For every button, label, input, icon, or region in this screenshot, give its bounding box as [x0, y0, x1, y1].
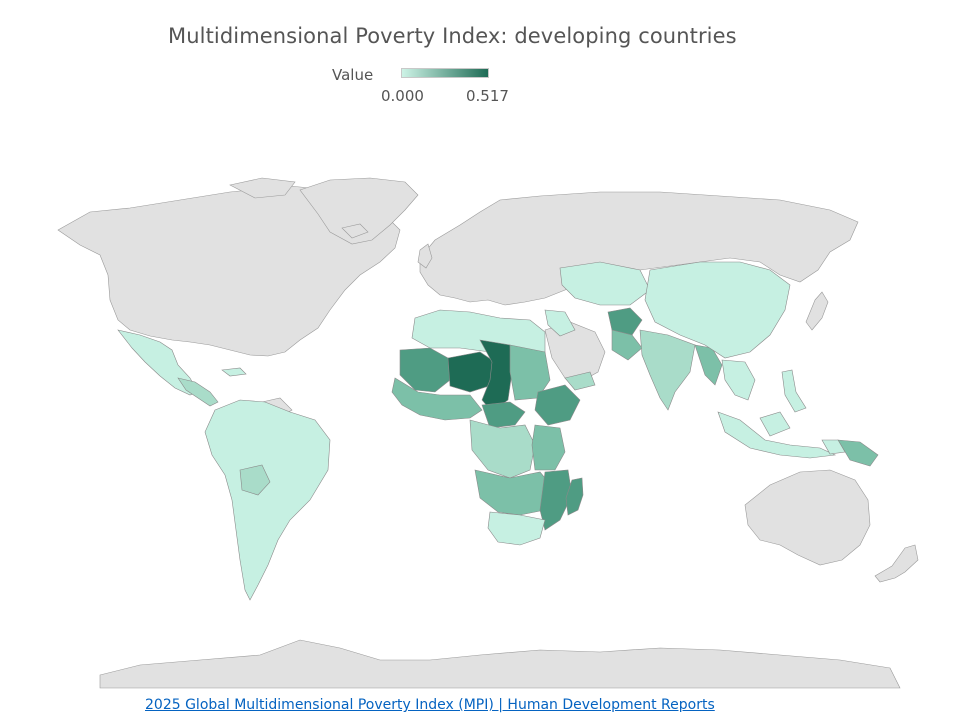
- eurasia-north-land[interactable]: [419, 191, 859, 306]
- greenland-land[interactable]: [299, 177, 419, 245]
- country-timor[interactable]: [821, 439, 846, 455]
- chart-title: Multidimensional Poverty Index: developi…: [168, 24, 737, 48]
- legend-min-value: 0.000: [381, 87, 424, 105]
- japan-land[interactable]: [805, 291, 829, 331]
- antarctica-land[interactable]: [99, 639, 901, 689]
- australia-land[interactable]: [744, 469, 871, 566]
- country-central-america[interactable]: [177, 377, 219, 407]
- no-data-regions: [57, 177, 919, 689]
- country-papua-new-guinea[interactable]: [837, 439, 879, 467]
- country-afghanistan[interactable]: [607, 307, 643, 336]
- arctic-islands-land[interactable]: [229, 177, 296, 199]
- country-car[interactable]: [481, 401, 526, 429]
- country-south-africa[interactable]: [487, 511, 546, 546]
- country-ethiopia[interactable]: [534, 384, 581, 426]
- country-china[interactable]: [644, 261, 791, 359]
- country-mali[interactable]: [399, 347, 451, 393]
- country-india[interactable]: [639, 329, 696, 411]
- legend-label: Value: [332, 66, 374, 84]
- country-philippines[interactable]: [781, 369, 807, 413]
- iceland-land[interactable]: [341, 223, 369, 239]
- mpi-countries: [117, 261, 879, 601]
- arabia-land[interactable]: [544, 321, 606, 383]
- legend-color-scale: [401, 68, 489, 78]
- country-drc[interactable]: [469, 419, 536, 479]
- country-west-africa[interactable]: [391, 377, 483, 421]
- country-southeast-asia[interactable]: [721, 359, 756, 401]
- country-madagascar[interactable]: [565, 477, 584, 516]
- source-link[interactable]: 2025 Global Multidimensional Poverty Ind…: [145, 697, 715, 713]
- country-mozambique[interactable]: [539, 469, 573, 531]
- legend-max-value: 0.517: [466, 87, 509, 105]
- country-indonesia[interactable]: [717, 411, 837, 459]
- country-borneo[interactable]: [759, 411, 791, 437]
- country-east-africa[interactable]: [531, 424, 566, 471]
- country-south-america[interactable]: [204, 399, 331, 601]
- country-bolivia[interactable]: [239, 464, 271, 496]
- uk-land[interactable]: [417, 243, 433, 269]
- country-iraq[interactable]: [544, 309, 576, 337]
- country-central-asia[interactable]: [559, 261, 651, 306]
- new-zealand-land[interactable]: [874, 544, 919, 583]
- north-america-land[interactable]: [57, 185, 401, 357]
- country-caribbean[interactable]: [221, 367, 247, 377]
- country-pakistan[interactable]: [611, 329, 643, 361]
- country-yemen[interactable]: [564, 371, 596, 391]
